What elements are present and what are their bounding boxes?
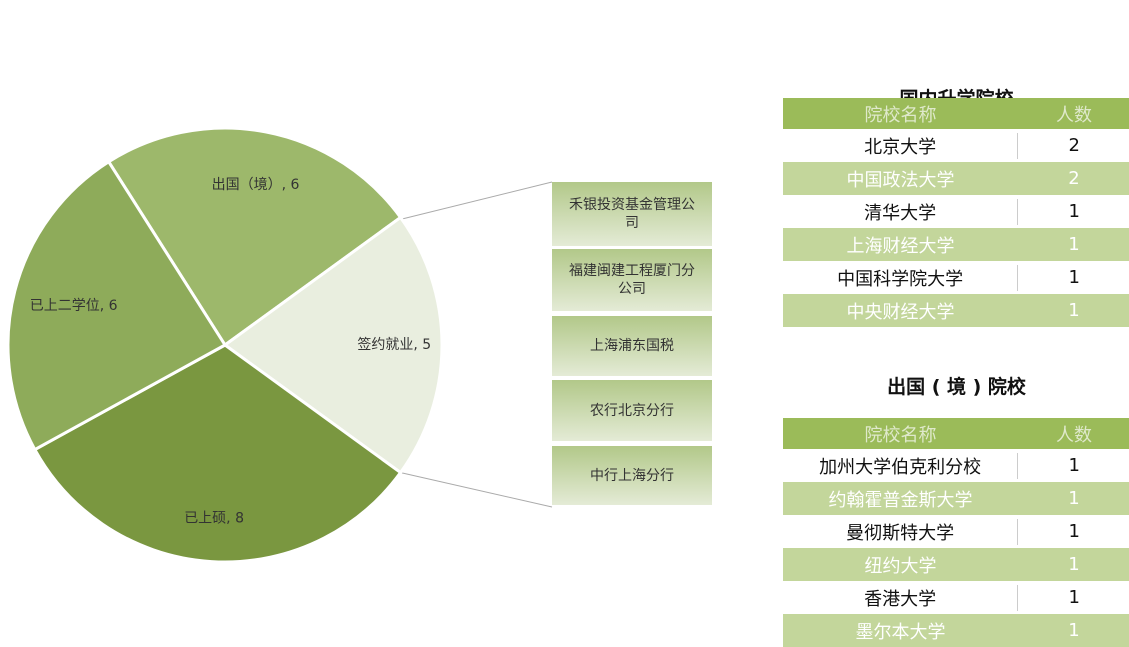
breakdown-item: 上海浦东国税: [552, 316, 712, 376]
table-row: 香港大学 1: [783, 581, 1129, 614]
breakdown-item: 禾银投资基金管理公司: [552, 182, 712, 246]
cell: 1: [1068, 201, 1080, 222]
cell: 2: [1068, 135, 1080, 156]
cell: 1: [1068, 620, 1080, 641]
table-row: 中央财经大学 1: [783, 294, 1129, 327]
cell: 香港大学: [783, 584, 1019, 611]
table: 院校名称 人数 加州大学伯克利分校 1 约翰霍普金斯大学 1 曼彻斯特大学 1 纽约大学 1 香港大…: [783, 418, 1129, 647]
data-label: 出国（境）, 6: [212, 177, 300, 193]
cell: 1: [1068, 455, 1080, 476]
data-label: 已上硕, 8: [184, 510, 244, 526]
table-header: 院校名称 人数: [783, 418, 1129, 449]
table-row: 北京大学 2: [783, 129, 1129, 162]
cell: 1: [1068, 300, 1080, 321]
cell: 中央财经大学: [846, 301, 955, 323]
header-cell: 院校名称: [864, 104, 937, 126]
table-header: 院校名称 人数: [783, 98, 1129, 129]
cell: 1: [1068, 234, 1080, 255]
cell: 纽约大学: [864, 555, 937, 577]
cell: 1: [1068, 488, 1080, 509]
cell: 1: [1068, 521, 1080, 542]
connector: [397, 181, 553, 221]
table-row: 加州大学伯克利分校 1: [783, 449, 1129, 482]
cell: 2: [1068, 168, 1080, 189]
breakdown-item: 农行北京分行: [552, 380, 712, 441]
table-row: 上海财经大学 1: [783, 228, 1129, 261]
cell: 1: [1068, 267, 1080, 288]
header-cell: 院校名称: [864, 424, 937, 446]
cell: 1: [1068, 587, 1080, 608]
cell: 曼彻斯特大学: [783, 518, 1019, 545]
cell: 约翰霍普金斯大学: [828, 489, 973, 511]
pie-slice: [6, 159, 228, 452]
table-row: 清华大学 1: [783, 195, 1129, 228]
table-row: 约翰霍普金斯大学 1: [783, 482, 1129, 515]
header-cell: 人数: [1056, 104, 1092, 126]
cell: 清华大学: [783, 198, 1019, 225]
cell: 加州大学伯克利分校: [783, 452, 1019, 479]
cell: 北京大学: [783, 132, 1019, 159]
table-row: 曼彻斯特大学 1: [783, 515, 1129, 548]
pie-slice: [222, 215, 444, 475]
cell: 上海财经大学: [846, 235, 955, 257]
cell: 墨尔本大学: [855, 621, 946, 643]
breakdown-item: 福建闽建工程厦门分公司: [552, 249, 712, 311]
table-row: 中国科学院大学 1: [783, 261, 1129, 294]
table-row: 墨尔本大学 1: [783, 614, 1129, 647]
breakdown-item: 中行上海分行: [552, 446, 712, 505]
data-label: 签约就业, 5: [357, 336, 431, 353]
data-label: 已上二学位, 6: [30, 298, 118, 314]
connector: [397, 471, 553, 508]
table-title: 出国 ( 境 ) 院校: [887, 376, 1026, 398]
header-cell: 人数: [1056, 424, 1092, 446]
pie-slice: [106, 126, 403, 348]
cell: 中国科学院大学: [783, 264, 1019, 291]
cell: 中国政法大学: [846, 169, 955, 191]
table: 院校名称 人数 北京大学 2 中国政法大学 2 清华大学 1 上海财经大学 1 中国科学院大学 1 中央…: [783, 98, 1129, 327]
pie-slice: [32, 343, 403, 564]
cell: 1: [1068, 554, 1080, 575]
table-row: 纽约大学 1: [783, 548, 1129, 581]
table-row: 中国政法大学 2: [783, 162, 1129, 195]
